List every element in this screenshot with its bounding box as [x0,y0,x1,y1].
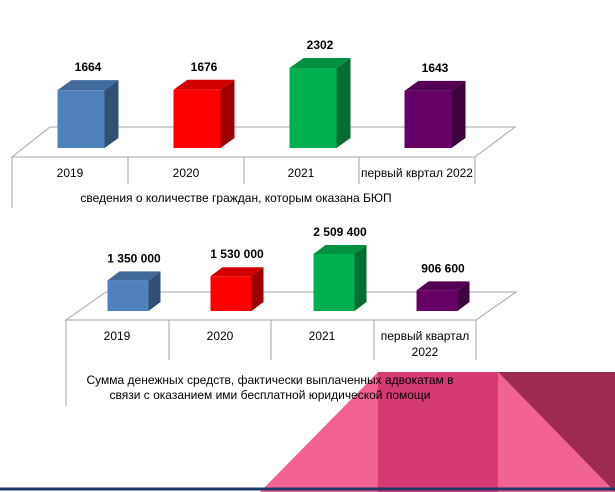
chart-2-bar-2 [210,267,264,311]
chart-2-value-label-4: 906 600 [421,261,465,275]
decor-pink-triangle [260,372,378,492]
chart-1-category-2: 2020 [173,166,200,180]
chart-1-bar-2 [173,79,235,148]
chart-1-bars: 1664 1676 2302 1643 [57,38,466,148]
chart-1-bar-3 [289,58,351,148]
chart-1: 1664 1676 2302 1643 2019 2020 2021 первый к… [10,38,517,208]
chart-2-bar-1 [107,271,161,311]
chart-2-bar-4 [416,281,470,311]
chart-1-bar-1 [57,80,119,148]
chart-1-value-label-2: 1676 [191,60,218,74]
chart-2-axis [64,291,518,406]
chart-1-caption: сведения о количестве граждан, которым о… [80,191,391,205]
chart-2-category-4: первый квартал 2022 [381,329,470,359]
chart-1-axis [10,126,517,208]
chart-1-category-3: 2021 [288,166,315,180]
chart-2-value-label-2: 1 530 000 [210,247,264,261]
decor-wine-triangle [498,372,615,492]
chart-2-value-label-1: 1 350 000 [107,251,161,265]
chart-2-floor [64,291,518,321]
chart-1-value-label-3: 2302 [307,38,334,52]
decor-shapes [260,372,615,492]
chart-1-category-1: 2019 [57,166,84,180]
chart-2-category-1: 2019 [104,329,131,343]
chart-1-category-4: первый квртал 2022 [361,166,473,180]
chart-1-value-label-4: 1643 [422,61,449,75]
chart-1-floor [10,126,517,158]
chart-2-caption: Сумма денежных средств, фактически выпла… [86,373,453,402]
chart-2-bars: 1 350 000 1 530 000 2 509 400 906 600 [107,225,470,311]
chart-1-value-label-1: 1664 [75,60,102,74]
decor-magenta-block [378,372,498,492]
chart-2-category-2: 2020 [207,329,234,343]
chart-2-value-label-3: 2 509 400 [313,225,367,239]
chart-2-category-3: 2021 [309,329,336,343]
chart-1-bar-4 [404,80,466,148]
chart-2-bar-3 [313,245,367,311]
